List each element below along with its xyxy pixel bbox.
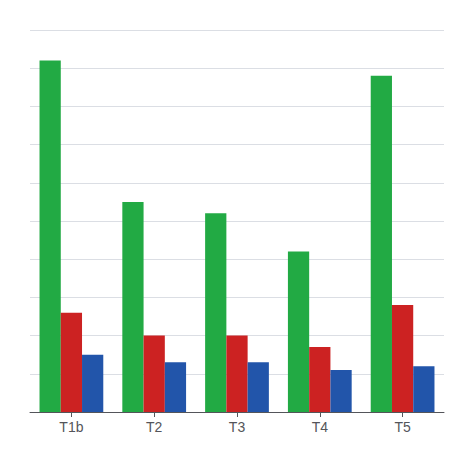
- svg-text:T4: T4: [312, 419, 329, 435]
- svg-text:T3: T3: [229, 419, 246, 435]
- svg-text:T1b: T1b: [59, 419, 83, 435]
- svg-text:T5: T5: [394, 419, 411, 435]
- svg-text:T2: T2: [146, 419, 163, 435]
